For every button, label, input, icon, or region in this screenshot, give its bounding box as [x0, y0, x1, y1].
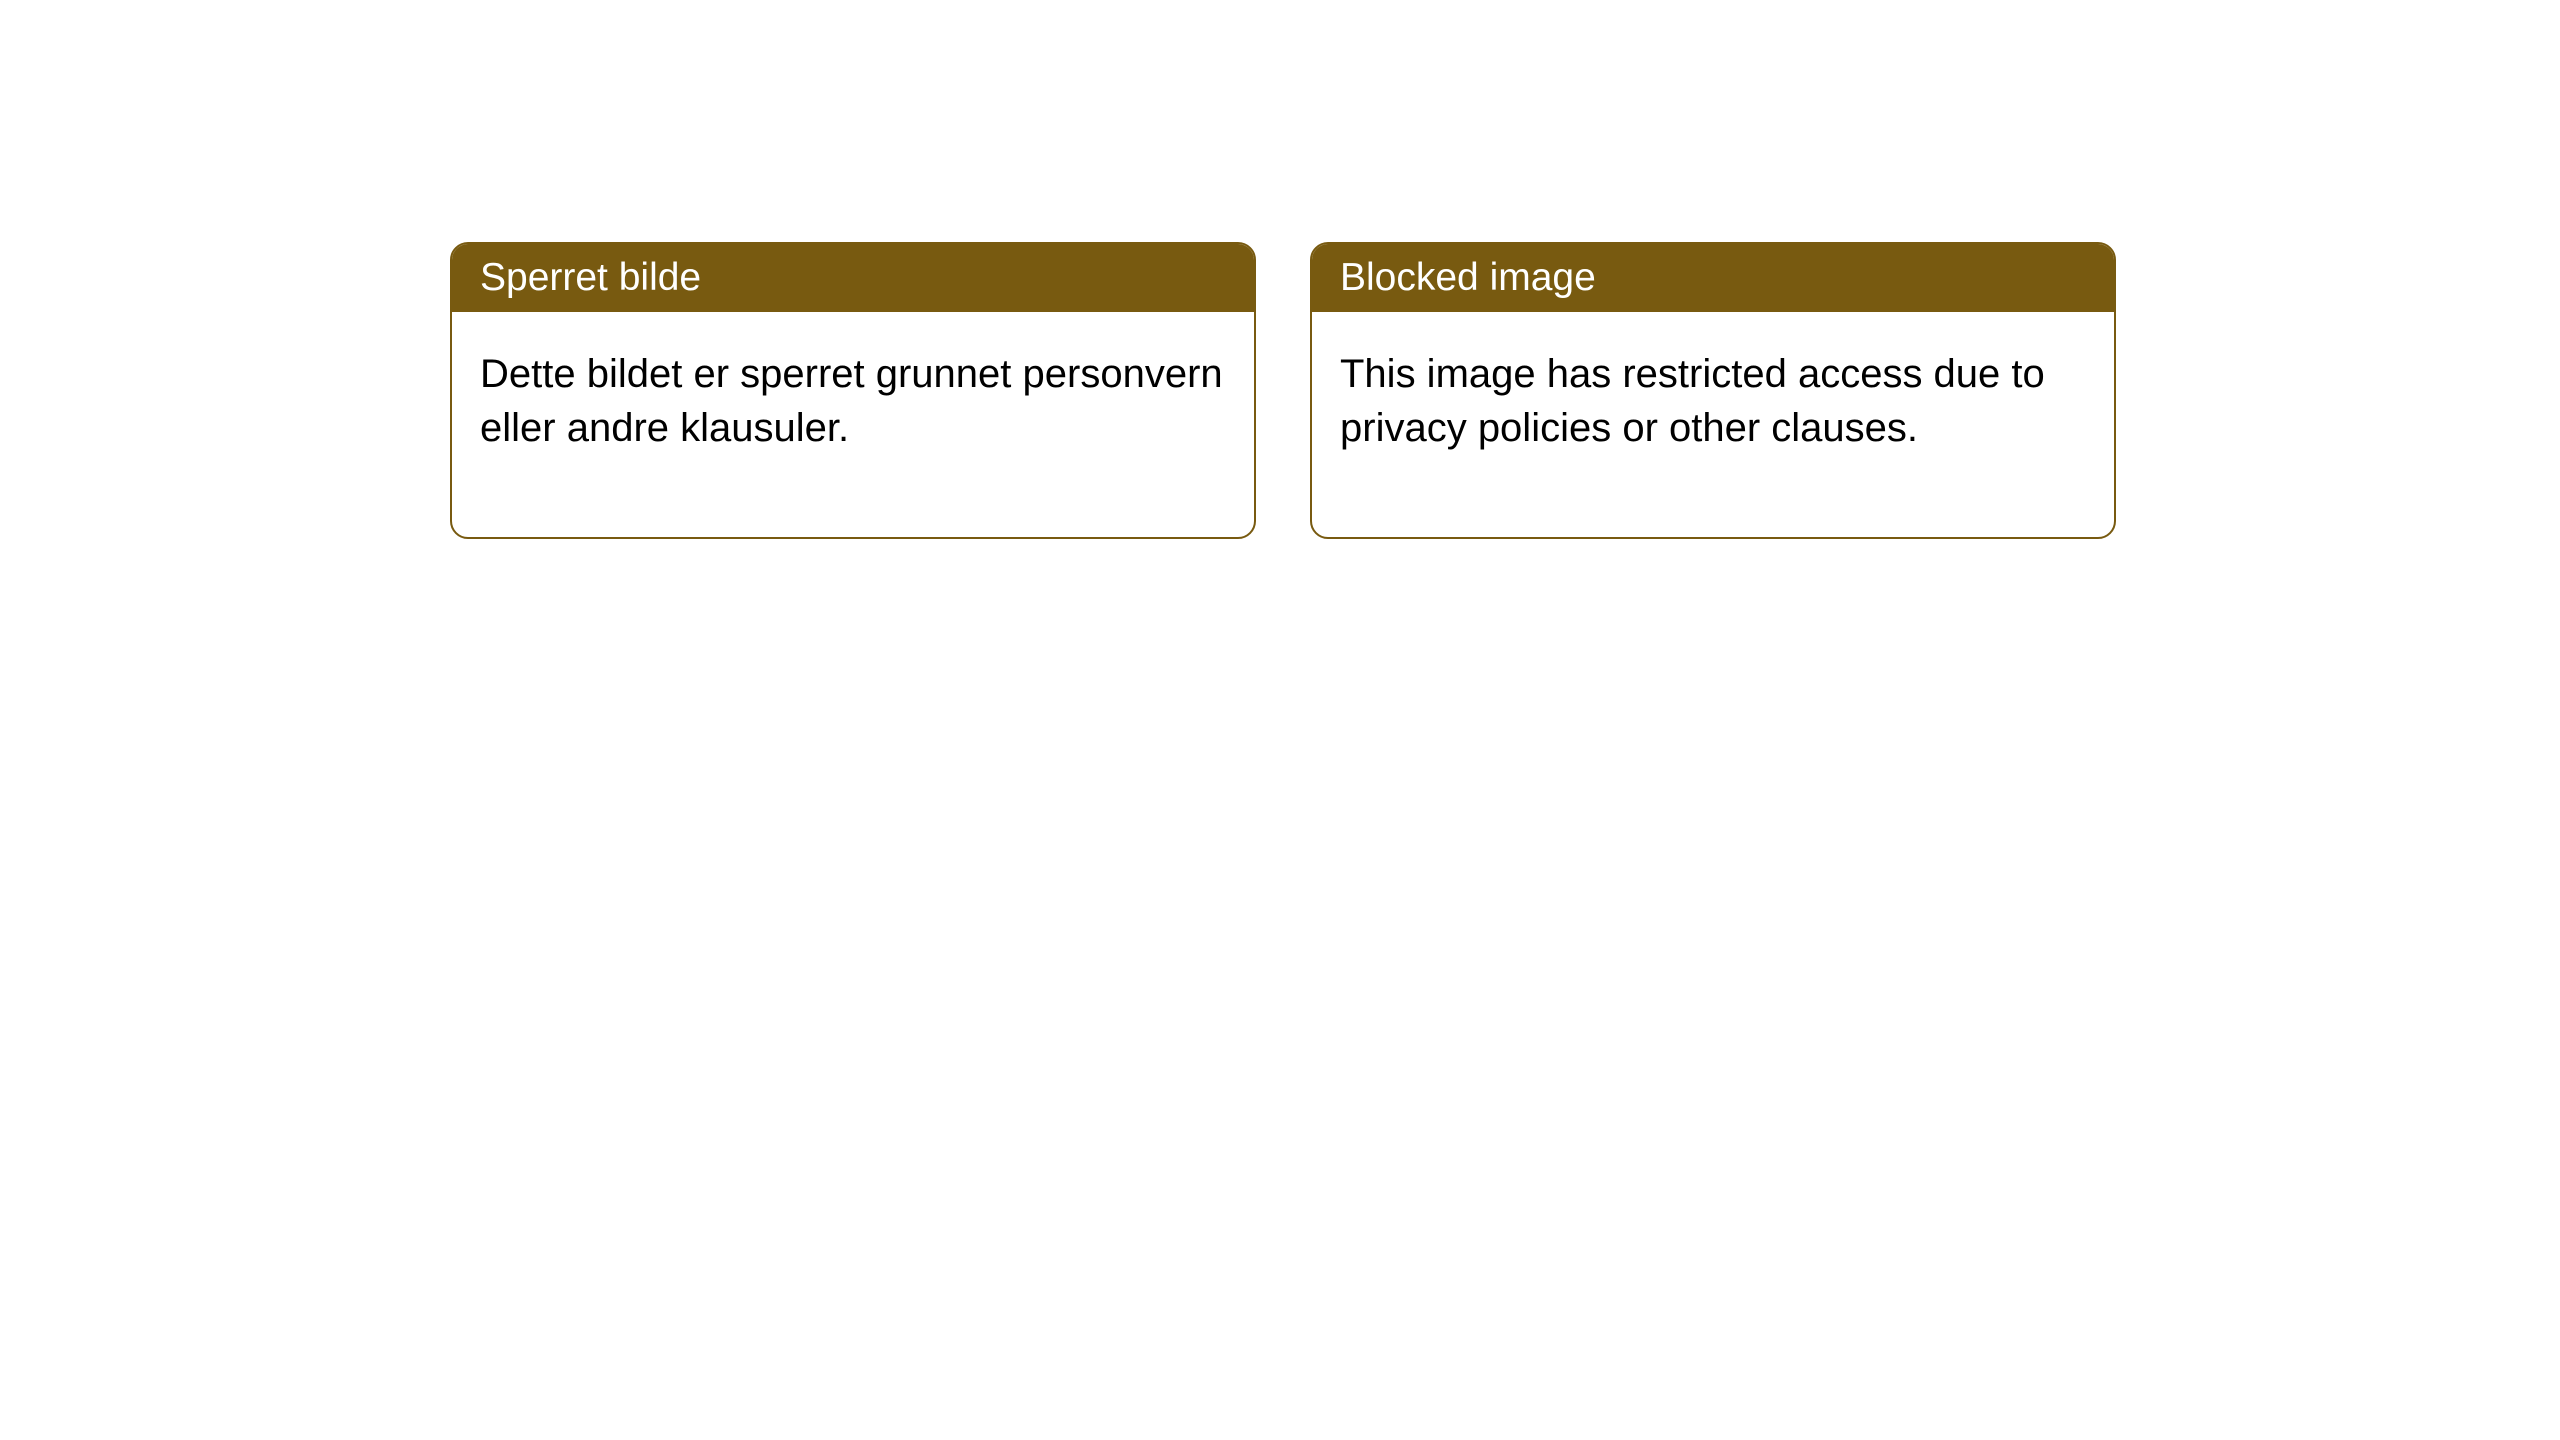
cards-container: Sperret bilde Dette bildet er sperret gr… — [450, 242, 2116, 539]
card-title: Sperret bilde — [480, 256, 701, 299]
blocked-image-card-en: Blocked image This image has restricted … — [1310, 242, 2116, 539]
blocked-image-card-no: Sperret bilde Dette bildet er sperret gr… — [450, 242, 1256, 539]
card-body-text: This image has restricted access due to … — [1340, 352, 2045, 450]
card-body: Dette bildet er sperret grunnet personve… — [452, 312, 1254, 537]
card-header: Blocked image — [1312, 244, 2114, 312]
card-body-text: Dette bildet er sperret grunnet personve… — [480, 352, 1223, 450]
card-header: Sperret bilde — [452, 244, 1254, 312]
card-body: This image has restricted access due to … — [1312, 312, 2114, 537]
card-title: Blocked image — [1340, 256, 1596, 299]
